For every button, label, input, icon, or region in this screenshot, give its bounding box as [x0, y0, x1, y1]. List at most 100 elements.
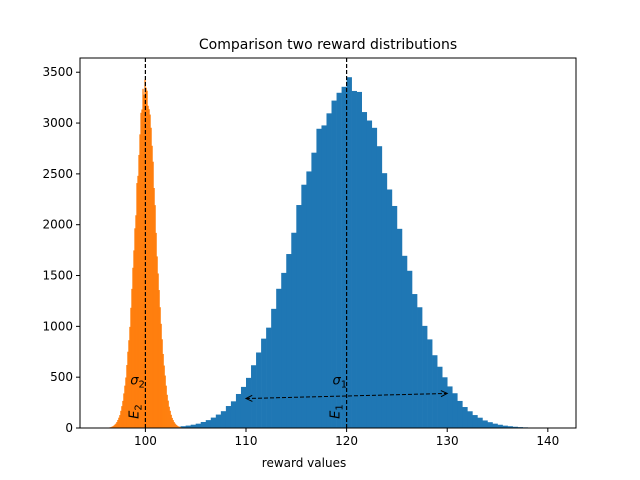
orange-bar [166, 394, 168, 428]
blue-bar [195, 423, 202, 428]
orange-bar [117, 420, 119, 428]
orange-bar [119, 415, 121, 428]
x-tick-label: 100 [134, 434, 157, 448]
series-orange-bars [105, 79, 186, 429]
blue-bar [442, 377, 448, 428]
orange-bar [134, 228, 136, 428]
orange-bar [168, 406, 170, 428]
orange-bar [123, 393, 125, 428]
orange-bar [147, 105, 149, 429]
orange-bar [167, 400, 169, 428]
orange-bar [172, 420, 174, 428]
blue-bar [492, 423, 498, 428]
blue-bar [230, 401, 237, 428]
blue-bar [326, 113, 332, 428]
blue-bar [256, 352, 262, 428]
orange-bar [148, 109, 150, 428]
y-tick-label: 2500 [42, 167, 73, 181]
orange-bar [159, 307, 161, 428]
orange-bar [157, 273, 159, 428]
chart-title: Comparison two reward distributions [199, 37, 457, 53]
annotation-2: σ2 [130, 373, 145, 390]
orange-bar [145, 87, 147, 429]
blue-bar [422, 325, 428, 428]
orange-bar [140, 112, 142, 428]
orange-bar [169, 410, 171, 428]
blue-bar [376, 146, 383, 428]
orange-bar [139, 134, 141, 428]
blue-bar [261, 338, 267, 428]
blue-bar [220, 411, 227, 428]
blue-bar [215, 414, 222, 428]
orange-bar [136, 183, 138, 428]
orange-bar [130, 307, 132, 428]
blue-bar [246, 377, 252, 428]
orange-bar [162, 353, 164, 428]
x-axis-label: reward values [262, 456, 346, 470]
orange-bar [115, 423, 117, 428]
annotation-4: E2 [127, 404, 144, 419]
orange-bar [127, 351, 129, 428]
orange-bar [124, 385, 126, 428]
blue-bar [482, 420, 488, 428]
orange-bar [118, 417, 120, 428]
orange-bar [132, 267, 134, 428]
blue-bar [271, 308, 277, 428]
y-tick-label: 0 [65, 421, 73, 435]
orange-bar [133, 250, 135, 428]
blue-bar [341, 86, 347, 429]
orange-bar [177, 426, 179, 428]
orange-bar [155, 232, 157, 428]
blue-bar [266, 327, 272, 428]
x-tick-label: 110 [235, 434, 258, 448]
blue-bar [225, 406, 232, 428]
blue-bar [457, 400, 463, 428]
blue-bar [235, 393, 242, 428]
blue-bar [452, 393, 458, 428]
orange-bar [126, 365, 128, 428]
annotation-3: E1 [329, 404, 346, 419]
orange-bar [113, 425, 115, 428]
orange-bar [122, 400, 124, 428]
orange-bar [121, 406, 123, 428]
annotation-1: σ1 [333, 373, 348, 390]
blue-bar [351, 90, 357, 428]
blue-bar [432, 355, 438, 428]
blue-bar [346, 77, 352, 429]
blue-bar [240, 386, 247, 428]
blue-bar [321, 125, 327, 428]
orange-bar [114, 424, 116, 428]
orange-bar [174, 423, 176, 428]
y-tick-label: 1500 [42, 269, 73, 283]
orange-bar [128, 340, 130, 428]
blue-bar [472, 415, 478, 428]
orange-bar [112, 426, 114, 428]
blue-bar [487, 422, 493, 428]
blue-bar [447, 386, 453, 428]
annotations: σ1 σ2 E1 E2 [127, 373, 347, 419]
y-tick-label: 1000 [42, 319, 73, 333]
blue-bar [210, 417, 217, 428]
blue-bar [316, 128, 322, 428]
blue-bar [205, 420, 212, 428]
blue-bar [190, 424, 196, 428]
orange-bar [154, 205, 156, 428]
arrow-head-right [440, 390, 449, 398]
blue-bar [477, 417, 483, 428]
orange-bar [152, 161, 154, 428]
blue-bar [286, 254, 292, 428]
blue-bar [200, 421, 207, 428]
blue-bar [336, 92, 342, 428]
orange-bar [138, 154, 140, 428]
orange-bar [151, 145, 153, 428]
x-tick-label: 140 [536, 434, 559, 448]
orange-bar [150, 127, 152, 428]
blue-bar [462, 407, 468, 428]
orange-bar [141, 109, 143, 428]
blue-bar [497, 424, 503, 428]
blue-bar [512, 426, 518, 428]
y-tick-label: 2000 [42, 218, 73, 232]
orange-bar [116, 422, 118, 428]
y-tick-label: 3000 [42, 116, 73, 130]
